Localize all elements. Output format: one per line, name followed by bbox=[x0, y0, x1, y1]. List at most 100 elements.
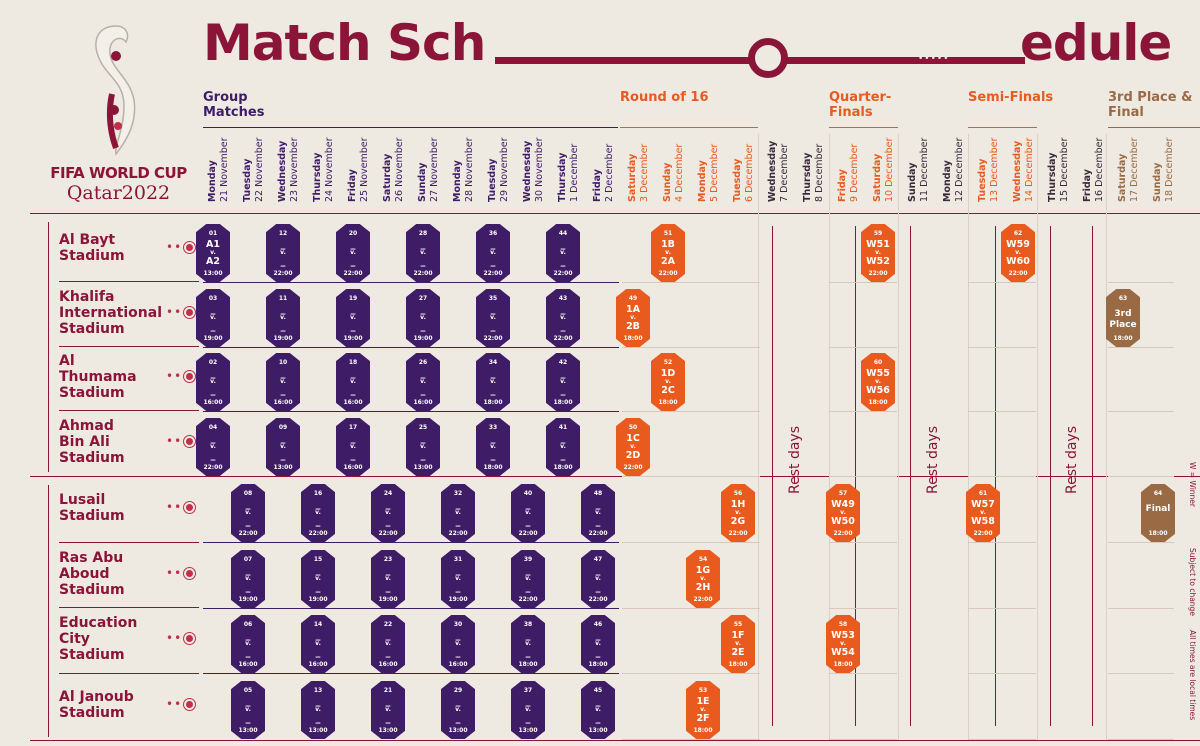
team-a: 1D bbox=[660, 368, 676, 379]
kick-off-time: 18:00 bbox=[1148, 530, 1168, 537]
day-date: 16 December bbox=[1094, 137, 1105, 202]
day-date: 10 December bbox=[884, 137, 895, 202]
day-date: 2 December bbox=[604, 143, 615, 202]
row-rule-group bbox=[203, 411, 619, 412]
football-icon bbox=[184, 568, 195, 579]
match-number: 55 bbox=[733, 621, 743, 628]
day-date: 6 December bbox=[744, 143, 755, 202]
day-weekday: Tuesday bbox=[487, 158, 498, 202]
column-separator bbox=[898, 134, 899, 740]
day-date: 28 November bbox=[464, 137, 475, 202]
team-b: A2 bbox=[206, 256, 220, 267]
team-a: 1F bbox=[731, 630, 745, 641]
match-card: 30 _ v. _ 16:00 bbox=[441, 615, 475, 673]
match-number: 01 bbox=[208, 230, 218, 237]
team-b: 2F bbox=[696, 713, 710, 724]
versus-label: v. bbox=[525, 575, 531, 582]
football-icon bbox=[184, 436, 195, 447]
day-weekday: Saturday bbox=[627, 153, 638, 202]
versus-label: v. bbox=[560, 378, 566, 385]
team-a: _ bbox=[245, 630, 251, 641]
day-date: 9 December bbox=[849, 143, 860, 202]
versus-label: v. bbox=[525, 509, 531, 516]
versus-label: v. bbox=[700, 575, 706, 582]
kick-off-time: 22:00 bbox=[518, 596, 538, 603]
match-card: 23 _ v. _ 19:00 bbox=[371, 550, 405, 608]
day-weekday: Friday bbox=[837, 169, 848, 202]
team-a: _ bbox=[315, 499, 321, 510]
match-card: 48 _ v. _ 22:00 bbox=[581, 484, 615, 542]
leader-dots: ••• bbox=[166, 305, 191, 319]
match-card: 19 _ v. _ 19:00 bbox=[336, 289, 370, 347]
leader-dots: ••• bbox=[166, 500, 191, 514]
row-rule-knockout bbox=[829, 739, 897, 740]
team-a: _ bbox=[560, 304, 566, 315]
kick-off-time: 22:00 bbox=[553, 270, 573, 277]
match-card: 40 _ v. _ 22:00 bbox=[511, 484, 545, 542]
match-number: 51 bbox=[663, 230, 673, 237]
day-weekday: Thursday bbox=[557, 152, 568, 202]
day-date: 14 December bbox=[1024, 137, 1035, 202]
team-b: _ bbox=[420, 321, 426, 332]
match-teams: W59 v. W60 bbox=[1001, 239, 1035, 267]
stage-header-4: 3rd Place & Final bbox=[1108, 90, 1193, 120]
versus-label: v. bbox=[700, 706, 706, 713]
kick-off-time: 22:00 bbox=[973, 530, 993, 537]
day-date: 12 December bbox=[954, 137, 965, 202]
kick-off-time: 19:00 bbox=[273, 335, 293, 342]
day-header: Friday 25 November bbox=[347, 76, 373, 202]
match-card: 60 W55 v. W56 18:00 bbox=[861, 353, 895, 411]
kick-off-time: 19:00 bbox=[238, 596, 258, 603]
leader-dots: ••• bbox=[166, 434, 191, 448]
versus-label: v. bbox=[665, 378, 671, 385]
row-rule-knockout bbox=[622, 608, 760, 609]
team-a: _ bbox=[595, 499, 601, 510]
match-card: 25 _ v. _ 13:00 bbox=[406, 418, 440, 476]
match-teams: _ v. _ bbox=[546, 433, 580, 461]
leader-dots: ••• bbox=[166, 566, 191, 580]
kick-off-time: 19:00 bbox=[378, 596, 398, 603]
match-number: 21 bbox=[383, 687, 393, 694]
versus-label: v. bbox=[840, 640, 846, 647]
versus-label: v. bbox=[455, 575, 461, 582]
match-number: 60 bbox=[873, 359, 883, 366]
match-number: 09 bbox=[278, 424, 288, 431]
team-a: _ bbox=[420, 433, 426, 444]
team-b: _ bbox=[455, 582, 461, 593]
team-b: 2H bbox=[695, 582, 711, 593]
versus-label: v. bbox=[420, 249, 426, 256]
match-teams: _ v. _ bbox=[476, 368, 510, 396]
stage-rule-1 bbox=[620, 127, 758, 128]
stadium-label-line: City bbox=[59, 631, 90, 647]
row-rule-knockout bbox=[829, 673, 897, 674]
match-number: 24 bbox=[383, 490, 393, 497]
versus-label: v. bbox=[630, 314, 636, 321]
match-number: 08 bbox=[243, 490, 253, 497]
team-b: _ bbox=[280, 256, 286, 267]
match-number: 33 bbox=[488, 424, 498, 431]
match-card: 01 A1 v. A2 13:00 bbox=[196, 224, 230, 282]
team-b: _ bbox=[560, 450, 566, 461]
team-b: 2D bbox=[625, 450, 641, 461]
versus-label: v. bbox=[1015, 249, 1021, 256]
match-number: 14 bbox=[313, 621, 323, 628]
match-number: 38 bbox=[523, 621, 533, 628]
team-a: _ bbox=[350, 304, 356, 315]
team-a: _ bbox=[280, 239, 286, 250]
match-card: 22 _ v. _ 16:00 bbox=[371, 615, 405, 673]
day-header: Tuesday 29 November bbox=[487, 76, 513, 202]
versus-label: v. bbox=[315, 640, 321, 647]
versus-label: v. bbox=[490, 378, 496, 385]
versus-label: v. bbox=[385, 575, 391, 582]
row-rule-knockout bbox=[1108, 542, 1174, 543]
versus-label: v. bbox=[315, 575, 321, 582]
match-card: 05 _ v. _ 13:00 bbox=[231, 681, 265, 739]
match-teams: _ v. _ bbox=[406, 368, 440, 396]
match-teams: _ v. _ bbox=[371, 630, 405, 658]
column-separator bbox=[968, 134, 969, 740]
team-b: _ bbox=[525, 582, 531, 593]
football-icon bbox=[184, 307, 195, 318]
team-a: W57 bbox=[971, 499, 995, 510]
kick-off-time: 16:00 bbox=[343, 399, 363, 406]
match-number: 13 bbox=[313, 687, 323, 694]
